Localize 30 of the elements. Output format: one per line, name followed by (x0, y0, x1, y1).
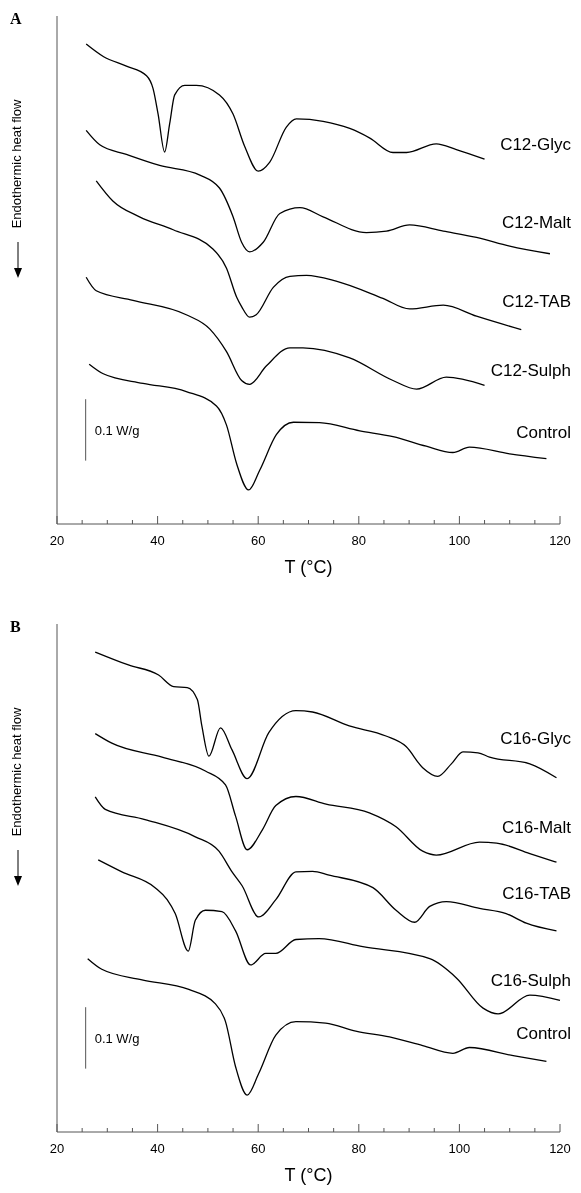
x-tick-label: 60 (250, 1141, 266, 1156)
y-axis-title: Endothermic heat flow (9, 99, 24, 229)
x-axis-title: T (°C) (284, 1165, 333, 1185)
x-tick-label: 40 (150, 533, 165, 548)
series-label: C16-Malt (502, 818, 572, 838)
x-tick-label: 20 (49, 533, 65, 548)
x-tick-label: 80 (351, 533, 367, 548)
annotation: 0.1 W/g (94, 1030, 140, 1046)
series-label: C12-Glyc (500, 135, 572, 155)
series-label: Control (516, 423, 571, 443)
series-label: C16-Glyc (500, 728, 572, 748)
chart-title: A (10, 10, 22, 27)
annotation: 0.1 W/g (94, 422, 140, 438)
x-tick-label: 40 (150, 1141, 165, 1156)
series-label: Control (516, 1023, 571, 1043)
series-label: C12-TAB (502, 292, 571, 312)
x-tick-label: 100 (448, 1141, 471, 1156)
y-axis-title: Endothermic heat flow (9, 707, 24, 837)
series-label: C12-Malt (502, 213, 572, 233)
series-label: C16-Sulph (490, 971, 571, 991)
x-tick-label: 120 (549, 533, 571, 548)
series-label: C16-TAB (502, 884, 571, 904)
x-tick-label: 120 (549, 1141, 571, 1156)
x-tick-label: 100 (448, 533, 471, 548)
x-tick-label: 20 (49, 1141, 65, 1156)
x-tick-label: 60 (250, 533, 266, 548)
series-label: C12-Sulph (490, 361, 571, 381)
chart-title: B (10, 618, 21, 635)
x-tick-label: 80 (351, 1141, 367, 1156)
x-axis-title: T (°C) (284, 557, 333, 577)
